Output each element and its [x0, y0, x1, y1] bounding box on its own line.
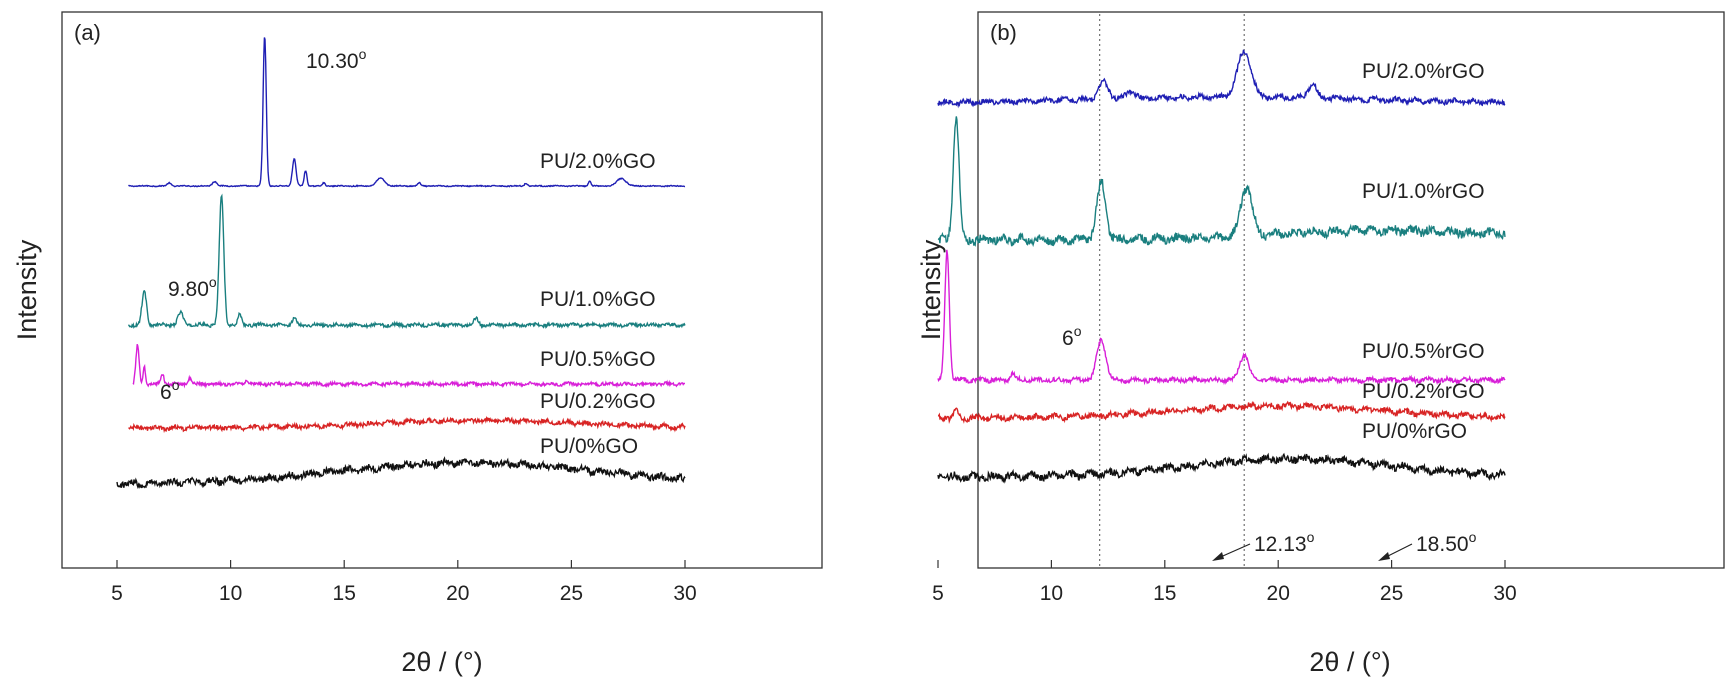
- series-b: PU/2.0%rGO PU/1.0%rGO PU/0.5%rGO PU/0.2%rGO…: [937, 49, 1506, 484]
- x-tick-label: 30: [673, 582, 696, 605]
- plot-frame-a: [61, 11, 823, 569]
- series-line: [937, 452, 1506, 484]
- series-line: [132, 343, 685, 389]
- series-label: PU/0.5%rGO: [1362, 340, 1485, 363]
- series-label: PU/2.0%GO: [540, 150, 656, 173]
- x-tick-label: 15: [1153, 582, 1176, 605]
- x-axis-title-a: 2θ / (°): [401, 647, 482, 677]
- x-tick-label: 25: [1380, 582, 1403, 605]
- reference-annotation-1850: 18.50o: [1416, 529, 1477, 556]
- x-tick-label: 5: [111, 582, 123, 605]
- x-tick-label: 20: [446, 582, 469, 605]
- y-axis-title-a: Intensity: [12, 239, 42, 340]
- peak-annotation-6-a: 6o: [160, 377, 180, 404]
- series-line: [937, 49, 1506, 109]
- series-label: PU/1.0%GO: [540, 288, 656, 311]
- arrowhead-1213: [1212, 552, 1224, 561]
- x-tick-label: 30: [1493, 582, 1516, 605]
- plot-frame-b: [977, 11, 1725, 569]
- peak-annotation-1030: 10.30o: [306, 46, 367, 73]
- series-label: PU/0.5%GO: [540, 348, 656, 371]
- series-label: PU/0.2%rGO: [1362, 380, 1485, 403]
- y-axis-title-b: Intensity: [916, 239, 946, 340]
- series-label: PU/0.2%GO: [540, 390, 656, 413]
- peak-annotation-6-b: 6o: [1062, 323, 1082, 350]
- panel-label-a: (a): [74, 20, 101, 45]
- x-tick-label: 10: [1040, 582, 1063, 605]
- series-label: PU/2.0%rGO: [1362, 60, 1485, 83]
- series-a: PU/2.0%GO PU/1.0%GO PU/0.5%GO PU/0.2%GO PU/0…: [116, 37, 686, 490]
- reference-annotation-1213: 12.13o: [1254, 529, 1315, 556]
- panel-label-b: (b): [990, 20, 1017, 45]
- panel-a: (a) 5 10 15 20 25 30 PU/2.0%GO PU/1.0%GO PU/0.5…: [12, 11, 823, 677]
- x-tick-label: 20: [1267, 582, 1290, 605]
- series-line: [116, 456, 686, 490]
- x-ticks-b: 5 10 15 20 25 30: [932, 560, 1517, 605]
- arrowhead-1850: [1378, 552, 1390, 561]
- series-line: [937, 116, 1506, 248]
- series-line: [127, 193, 686, 330]
- x-tick-label: 5: [932, 582, 944, 605]
- x-axis-title-b: 2θ / (°): [1309, 647, 1390, 677]
- series-label: PU/0%rGO: [1362, 420, 1467, 443]
- x-tick-label: 10: [219, 582, 242, 605]
- x-ticks-a: 5 10 15 20 25 30: [111, 560, 697, 605]
- series-line: [128, 415, 686, 434]
- series-label: PU/1.0%rGO: [1362, 180, 1485, 203]
- peak-annotation-980: 9.80o: [168, 274, 217, 301]
- panel-b: (b) 5 10 15 20 25 30 PU/2.0%rGO PU/1.0%rGO PU/0…: [916, 11, 1725, 677]
- series-line: [128, 37, 686, 188]
- x-tick-label: 15: [333, 582, 356, 605]
- series-label: PU/0%GO: [540, 435, 638, 458]
- series-line: [937, 400, 1506, 424]
- x-tick-label: 25: [560, 582, 583, 605]
- series-line: [937, 249, 1506, 386]
